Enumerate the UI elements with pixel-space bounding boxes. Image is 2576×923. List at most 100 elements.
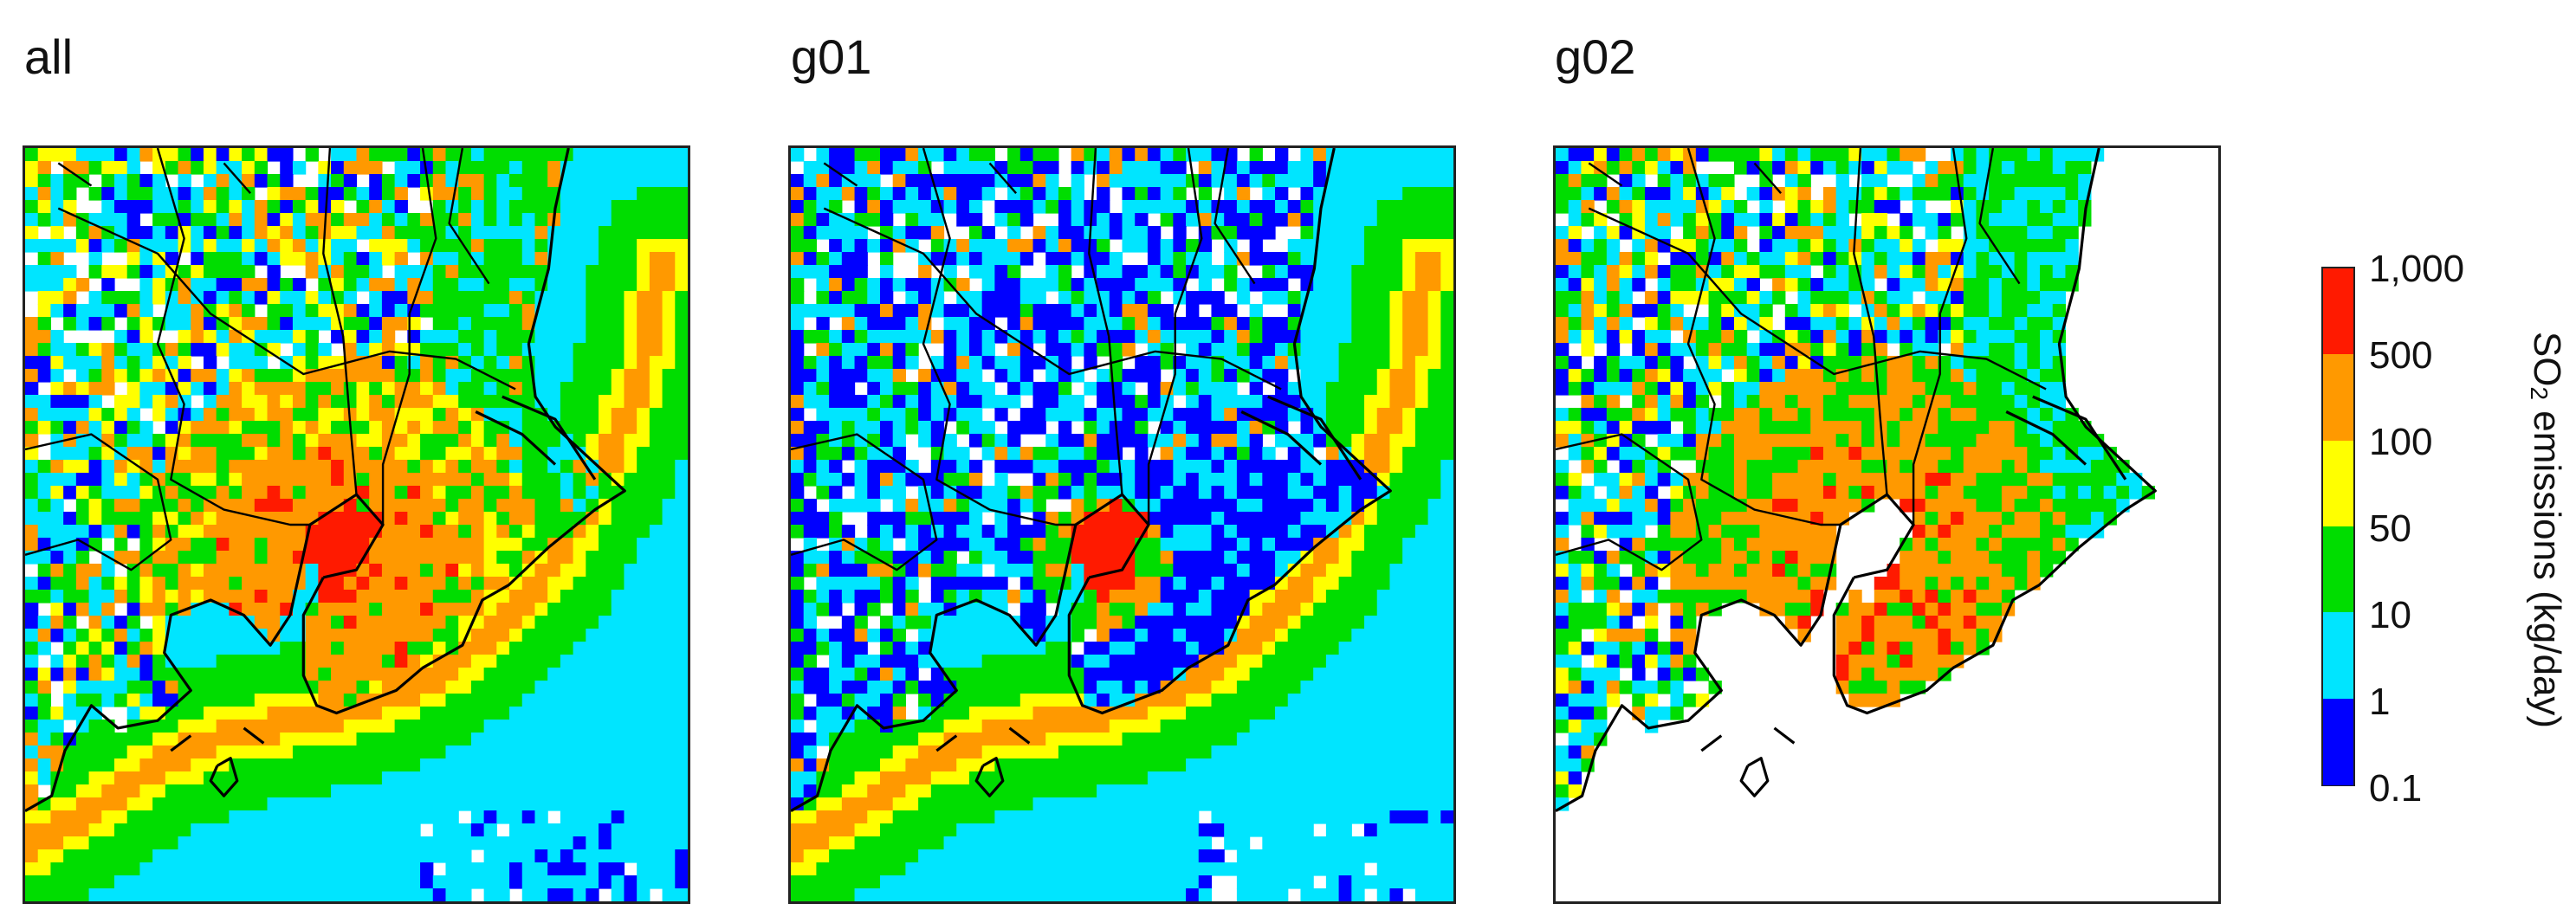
emission-cell — [1606, 148, 1621, 162]
emission-cell — [1835, 382, 1888, 396]
emission-cell — [1721, 395, 1735, 409]
emission-cell — [1912, 603, 1926, 616]
emission-cell — [369, 421, 383, 435]
emission-cell — [1657, 317, 1671, 331]
emission-cell — [381, 174, 396, 188]
emission-cell — [280, 291, 307, 305]
emission-cell — [1772, 551, 1786, 565]
emission-cell — [318, 564, 358, 578]
emission-cell — [1236, 200, 1251, 214]
emission-cell — [1084, 356, 1097, 370]
emission-cell — [994, 278, 1021, 292]
emission-cell — [1160, 447, 1174, 461]
emission-cell — [1556, 473, 1570, 487]
emission-cell — [829, 525, 843, 539]
emission-cell — [841, 694, 856, 707]
emission-cell — [483, 525, 497, 539]
emission-cell — [791, 733, 818, 746]
emission-cell — [126, 655, 140, 668]
emission-cell — [1900, 577, 1926, 591]
emission-cell — [113, 655, 128, 668]
emission-cell — [1746, 460, 1799, 474]
emission-cell — [267, 538, 307, 552]
emission-cell — [1211, 434, 1238, 448]
emission-cell — [675, 862, 688, 876]
emission-cell — [509, 473, 523, 487]
emission-cell — [37, 849, 64, 863]
emission-cell — [560, 564, 586, 578]
emission-cell — [1708, 564, 1735, 578]
emission-cell — [165, 655, 217, 668]
emission-cell — [1556, 590, 1570, 604]
emission-cell — [152, 187, 179, 201]
emission-cell — [1071, 239, 1097, 253]
emission-cell — [1287, 694, 1453, 707]
emission-cell — [803, 421, 830, 435]
emission-cell — [2001, 278, 2028, 292]
emission-cell — [216, 213, 230, 227]
emission-cell — [1325, 421, 1365, 435]
emission-cell — [1160, 343, 1174, 357]
emission-cell — [1887, 642, 1900, 655]
emission-cell — [139, 538, 153, 552]
colorbar-swatch — [2323, 440, 2353, 527]
emission-cell — [50, 382, 64, 396]
emission-cell — [1147, 408, 1174, 422]
emission-cell — [1402, 265, 1416, 279]
emission-cell — [2014, 395, 2028, 409]
emission-cell — [369, 408, 396, 422]
emission-cell — [854, 590, 881, 604]
emission-cell — [139, 382, 166, 396]
emission-cell — [599, 460, 625, 474]
emission-cell — [1900, 642, 1913, 655]
emission-cell — [483, 278, 510, 292]
emission-cell — [1019, 278, 1059, 292]
emission-cell — [292, 408, 319, 422]
emission-cell — [139, 369, 153, 383]
emission-cell — [918, 733, 945, 746]
emission-cell — [432, 369, 447, 383]
emission-cell — [1594, 512, 1633, 526]
emission-cell — [394, 174, 408, 188]
emission-cell — [1058, 265, 1072, 279]
emission-cell — [2014, 499, 2041, 513]
emission-cell — [2014, 512, 2041, 526]
emission-cell — [1568, 161, 1582, 175]
emission-cell — [394, 421, 408, 435]
emission-cell — [1287, 200, 1302, 214]
emission-cell — [1861, 252, 1875, 266]
emission-cell — [63, 603, 77, 616]
emission-cell — [586, 304, 625, 318]
emission-cell — [879, 486, 906, 500]
emission-cell — [1007, 161, 1034, 175]
emission-cell — [1364, 421, 1378, 435]
emission-cell — [25, 746, 39, 759]
emission-cell — [139, 758, 191, 772]
emission-cell — [178, 577, 230, 591]
emission-cell — [369, 317, 383, 331]
emission-cell — [1784, 213, 1799, 227]
emission-cell — [1045, 200, 1059, 214]
emission-cell — [816, 317, 830, 331]
emission-cell — [1708, 681, 1722, 694]
emission-cell — [1900, 226, 1913, 240]
emission-cell — [599, 512, 612, 526]
emission-cell — [267, 590, 294, 604]
emission-cell — [1275, 551, 1302, 565]
emission-cell — [1810, 252, 1824, 266]
emission-cell — [1058, 460, 1097, 474]
emission-cell — [1135, 577, 1162, 591]
emission-cell — [1045, 538, 1072, 552]
emission-cell — [509, 291, 523, 305]
emission-cell — [126, 577, 140, 591]
emission-cell — [560, 408, 599, 422]
emission-cell — [203, 771, 383, 785]
emission-cell — [1556, 187, 1582, 201]
emission-cell — [25, 226, 39, 240]
emission-cell — [369, 330, 383, 344]
emission-cell — [394, 213, 408, 227]
emission-cell — [1300, 291, 1352, 305]
emission-cell — [88, 460, 102, 474]
emission-cell — [1262, 369, 1289, 383]
emission-cell — [879, 343, 894, 357]
